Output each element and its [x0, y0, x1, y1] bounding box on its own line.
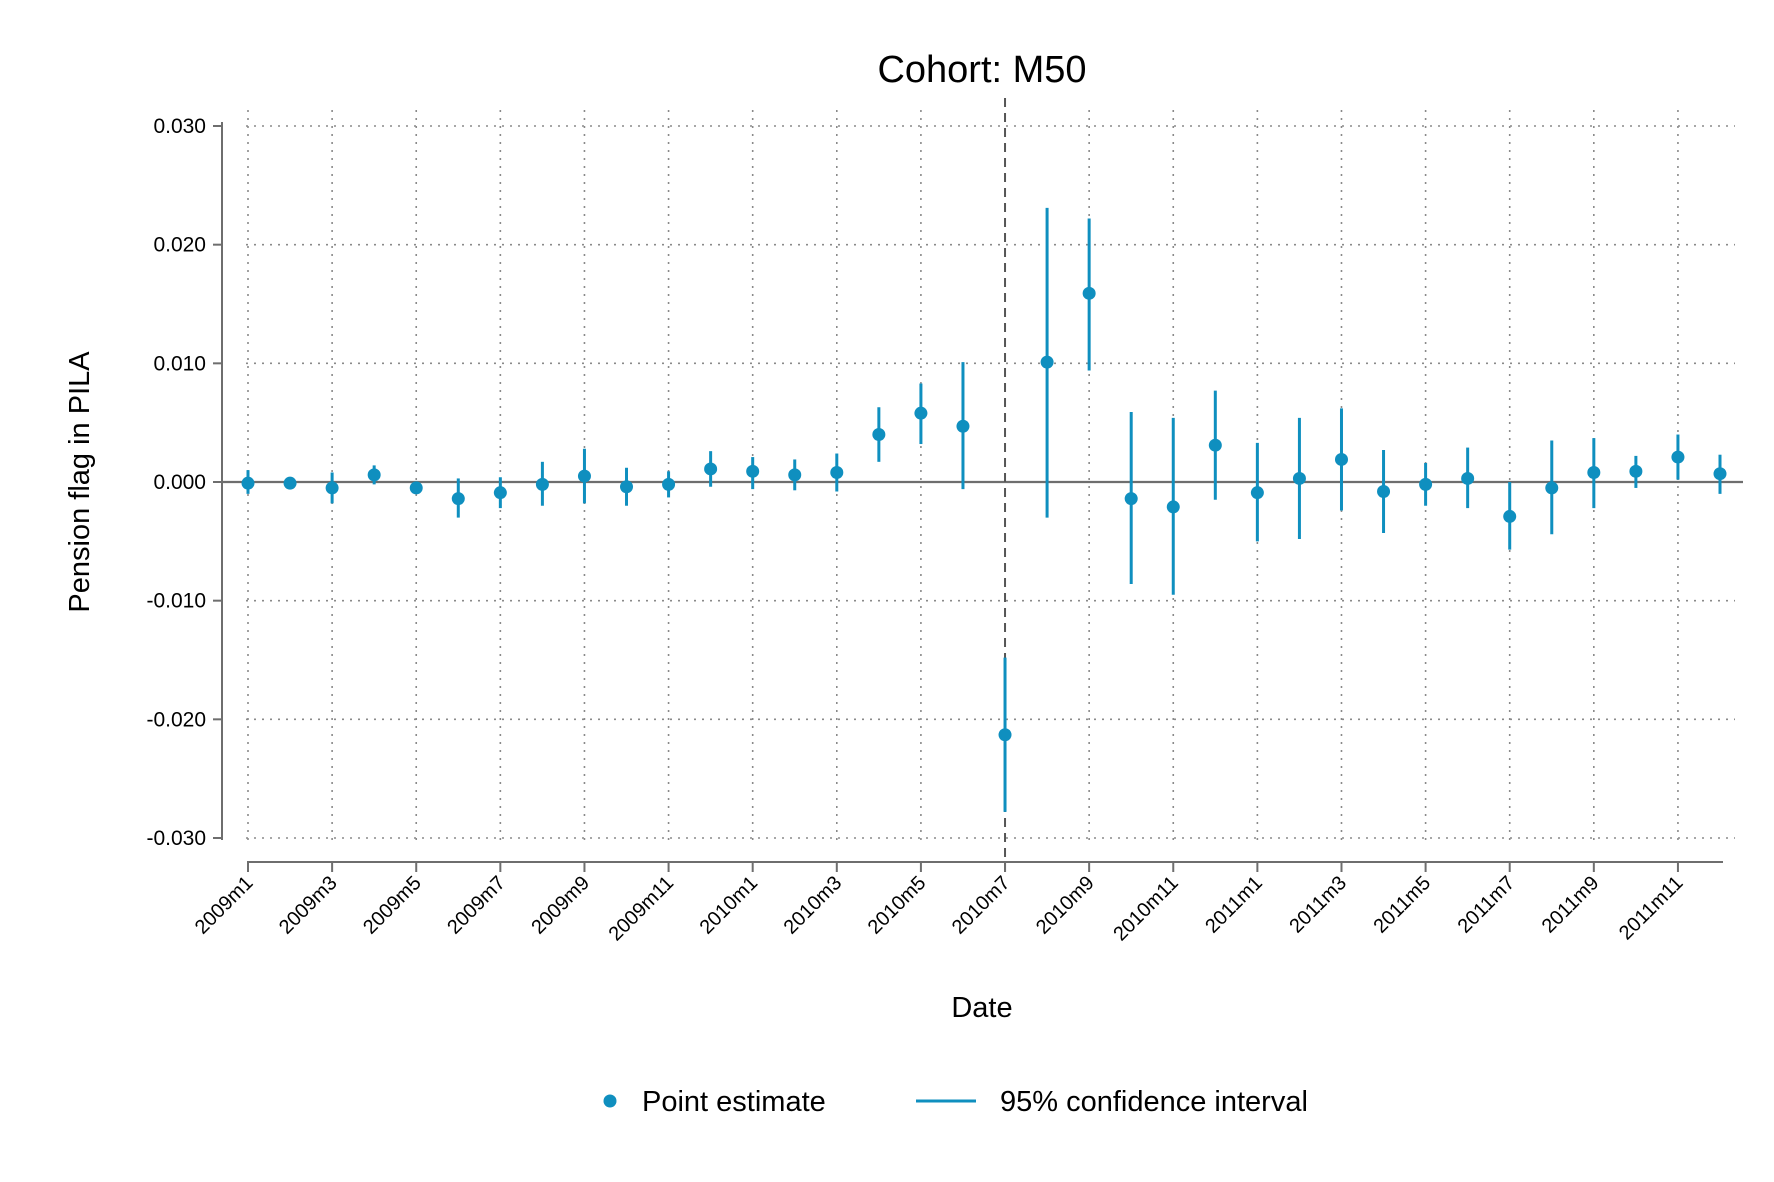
point-estimate	[1124, 492, 1138, 506]
point-estimate	[1377, 484, 1391, 498]
x-tick-label: 2010m5	[864, 872, 931, 939]
point-estimate	[1208, 438, 1222, 452]
point-estimate	[1040, 355, 1054, 369]
point-estimate	[451, 492, 465, 506]
y-tick-label: 0.020	[153, 234, 206, 257]
point-estimate	[704, 462, 718, 476]
x-tick-label: 2010m1	[696, 872, 763, 939]
point-estimate	[535, 477, 549, 491]
y-tick-label: -0.020	[146, 708, 206, 731]
x-tick-label: 2010m9	[1032, 872, 1099, 939]
x-tick-label: 2009m5	[359, 872, 426, 939]
x-tick-label: 2011m1	[1201, 872, 1267, 938]
x-tick-label: 2009m9	[527, 872, 594, 939]
point-estimate	[1334, 452, 1348, 466]
chart-title: Cohort: M50	[877, 49, 1086, 91]
x-tick-label: 2010m11	[1109, 872, 1182, 945]
y-tick-label: 0.010	[153, 352, 206, 375]
x-tick-label: 2011m7	[1454, 872, 1520, 938]
x-tick-label: 2011m11	[1615, 872, 1687, 944]
point-estimate	[1419, 477, 1433, 491]
marks-layer	[241, 207, 1727, 812]
x-tick-label: 2009m1	[191, 872, 258, 939]
point-estimate	[1166, 500, 1180, 514]
point-estimate	[325, 481, 339, 495]
point-estimate	[241, 476, 255, 490]
point-estimate	[409, 481, 423, 495]
point-estimate	[1503, 509, 1517, 523]
grid-layer	[222, 98, 1743, 876]
y-axis-title: Pension flag in PILA	[64, 351, 96, 613]
point-estimate	[493, 486, 507, 500]
point-estimate	[1671, 450, 1685, 464]
point-estimate	[830, 466, 844, 480]
point-estimate	[1629, 464, 1643, 478]
point-estimate	[1461, 471, 1475, 485]
x-tick-label: 2011m3	[1285, 872, 1351, 938]
y-tick-label: -0.010	[146, 590, 206, 613]
point-estimate	[283, 476, 297, 490]
axes-layer: 0.030 0.020 0.010 0.000 -0.010 -0.020 -0.030 20…	[146, 115, 1723, 945]
point-estimate	[788, 468, 802, 482]
y-tick-label: -0.030	[146, 827, 206, 850]
point-estimate	[1713, 467, 1727, 481]
x-tick-label: 2010m3	[780, 872, 847, 939]
point-estimate	[367, 468, 381, 482]
point-estimate	[1292, 471, 1306, 485]
point-estimate	[662, 477, 676, 491]
legend-point-label: Point estimate	[642, 1086, 826, 1118]
point-estimate	[872, 428, 886, 442]
x-tick-label: 2010m7	[948, 872, 1015, 939]
x-tick-label: 2009m11	[605, 872, 678, 945]
point-estimate	[746, 464, 760, 478]
x-tick-label: 2011m5	[1370, 872, 1436, 938]
legend: Point estimate 95% confidence interval	[603, 1086, 1308, 1118]
x-tick-label: 2009m7	[443, 872, 510, 939]
y-tick-label: 0.030	[153, 115, 206, 138]
x-tick-label: 2011m9	[1538, 872, 1604, 938]
point-estimate	[956, 419, 970, 433]
point-estimate	[1082, 286, 1096, 300]
x-tick-label: 2009m3	[275, 872, 342, 939]
point-estimate	[577, 469, 591, 483]
point-estimate	[998, 728, 1012, 742]
point-estimate	[1545, 481, 1559, 495]
point-estimate	[1587, 466, 1601, 480]
point-estimate	[914, 406, 928, 420]
legend-point-marker	[603, 1094, 617, 1108]
x-axis-title: Date	[951, 992, 1012, 1024]
point-estimate	[620, 480, 634, 494]
y-tick-label: 0.000	[153, 471, 206, 494]
point-estimate	[1250, 486, 1264, 500]
legend-ci-label: 95% confidence interval	[1000, 1086, 1308, 1118]
